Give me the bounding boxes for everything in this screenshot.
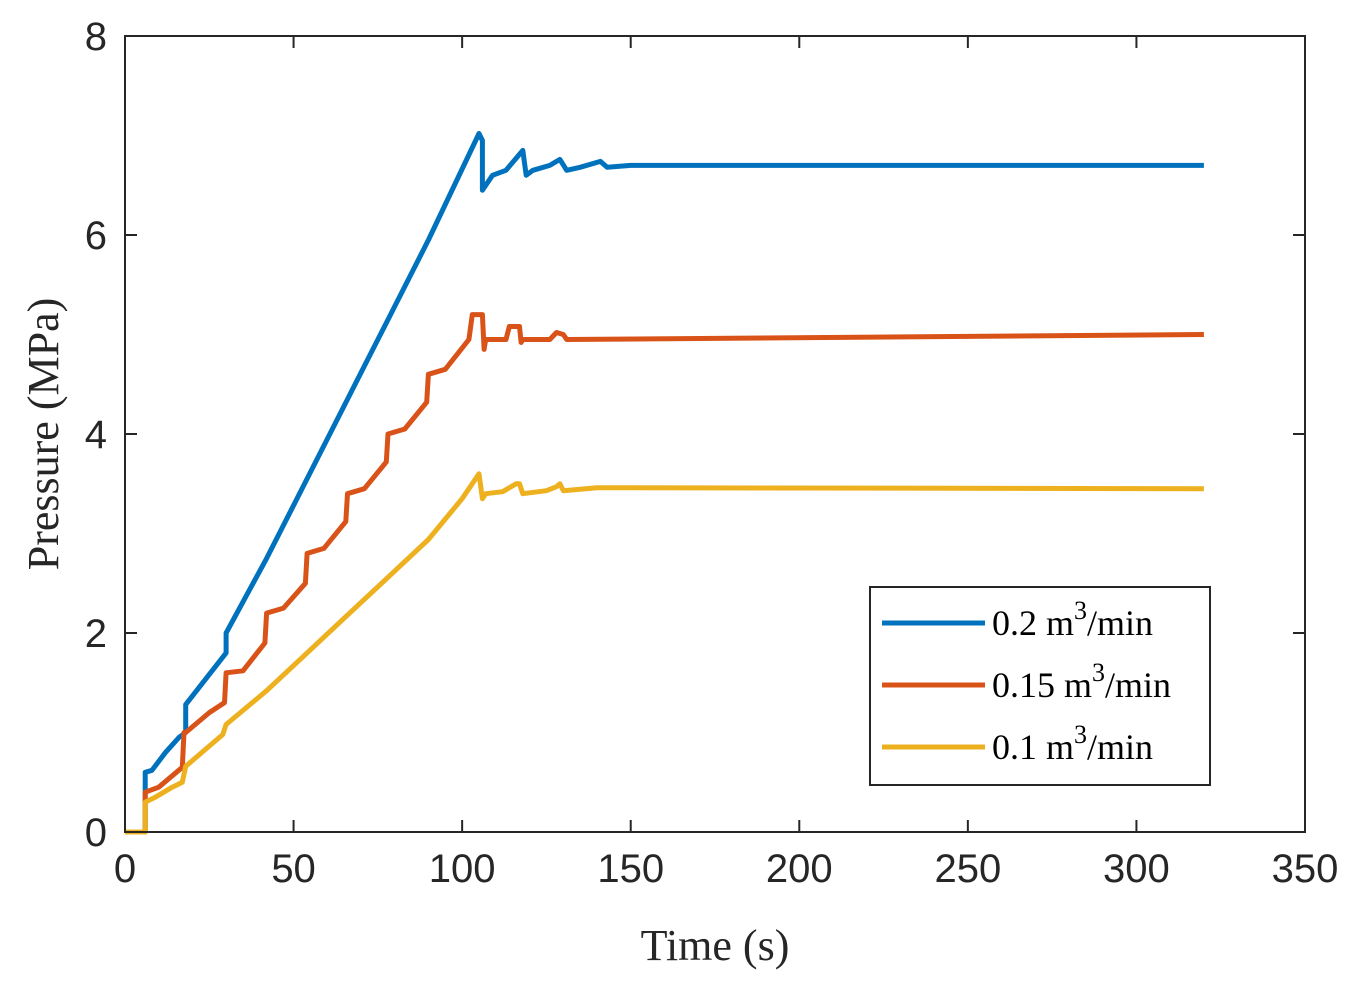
legend-label-2: 0.15 m3/min [992, 658, 1171, 705]
x-tick-label: 250 [934, 847, 1001, 891]
series-line-3 [125, 471, 1204, 835]
legend: 0.2 m3/min 0.15 m3/min 0.1 m3/min [869, 586, 1211, 786]
series-line-2 [125, 312, 1204, 835]
y-tick-label: 4 [85, 413, 107, 457]
y-tick-label: 2 [85, 612, 107, 656]
series-line-1 [125, 131, 1204, 835]
y-tick-label: 6 [85, 214, 107, 258]
x-tick-label: 200 [766, 847, 833, 891]
x-tick-label: 150 [597, 847, 664, 891]
y-axis-title: Pressure (MPa) [19, 298, 68, 571]
y-tick-label: 8 [85, 15, 107, 59]
series-layer [125, 131, 1204, 835]
x-tick-label: 350 [1272, 847, 1339, 891]
x-tick-label: 300 [1103, 847, 1170, 891]
x-tick-label: 0 [114, 847, 136, 891]
legend-label-3: 0.1 m3/min [992, 720, 1153, 767]
x-tick-label: 50 [271, 847, 316, 891]
tick-layer: 0 50 100 150 200 250 300 350 0 2 4 6 8 [85, 15, 1339, 891]
legend-label-1: 0.2 m3/min [992, 596, 1153, 643]
x-tick-label: 100 [429, 847, 496, 891]
x-axis-title: Time (s) [641, 921, 790, 970]
y-tick-label: 0 [85, 811, 107, 855]
